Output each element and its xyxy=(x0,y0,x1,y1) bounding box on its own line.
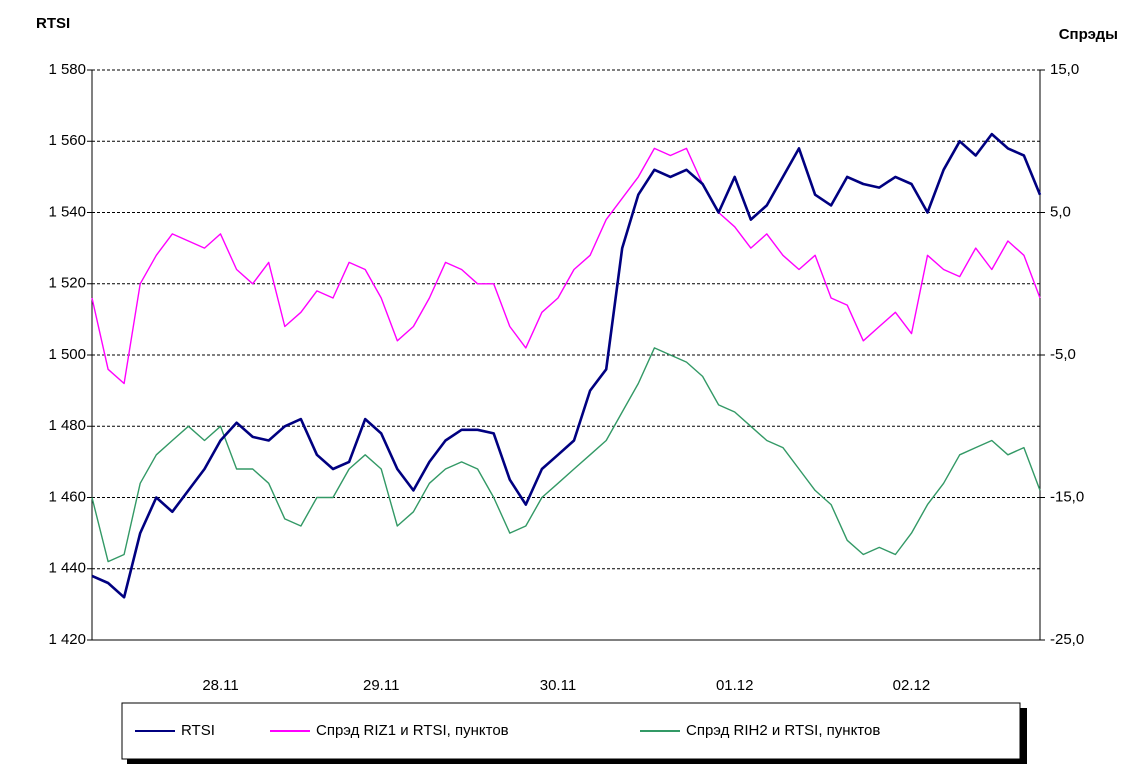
series-line xyxy=(91,347,1041,563)
y-axis-title: RTSI xyxy=(36,15,70,32)
y-tick-label: 1 520 xyxy=(48,275,86,292)
x-tick-label: 30.11 xyxy=(540,677,576,694)
series-line xyxy=(91,147,1041,385)
x-tick-label: 28.11 xyxy=(202,677,238,694)
y2-tick-label: -15,0 xyxy=(1050,488,1084,505)
y-tick-label: 1 480 xyxy=(48,417,86,434)
y-tick-label: 1 420 xyxy=(48,631,86,648)
y2-tick-label: -5,0 xyxy=(1050,346,1076,363)
x-tick-label: 29.11 xyxy=(363,677,399,694)
y2-axis-title: Спрэды xyxy=(1059,26,1118,43)
y2-tick-label: -25,0 xyxy=(1050,631,1084,648)
legend-box xyxy=(121,702,1021,760)
series-line xyxy=(91,132,1042,599)
y-tick-label: 1 560 xyxy=(48,132,86,149)
x-tick-label: 02.12 xyxy=(893,677,931,694)
x-tick-label: 01.12 xyxy=(716,677,754,694)
legend-label: Спрэд RIZ1 и RTSI, пунктов xyxy=(316,722,509,739)
y-tick-label: 1 460 xyxy=(48,488,86,505)
y-tick-label: 1 500 xyxy=(48,346,86,363)
y-tick-label: 1 580 xyxy=(48,61,86,78)
legend-label: Спрэд RIH2 и RTSI, пунктов xyxy=(686,722,880,739)
y-tick-label: 1 440 xyxy=(48,560,86,577)
y-tick-label: 1 540 xyxy=(48,203,86,220)
y2-tick-label: 5,0 xyxy=(1050,203,1071,220)
y2-tick-label: 15,0 xyxy=(1050,61,1079,78)
legend-label: RTSI xyxy=(181,722,215,739)
